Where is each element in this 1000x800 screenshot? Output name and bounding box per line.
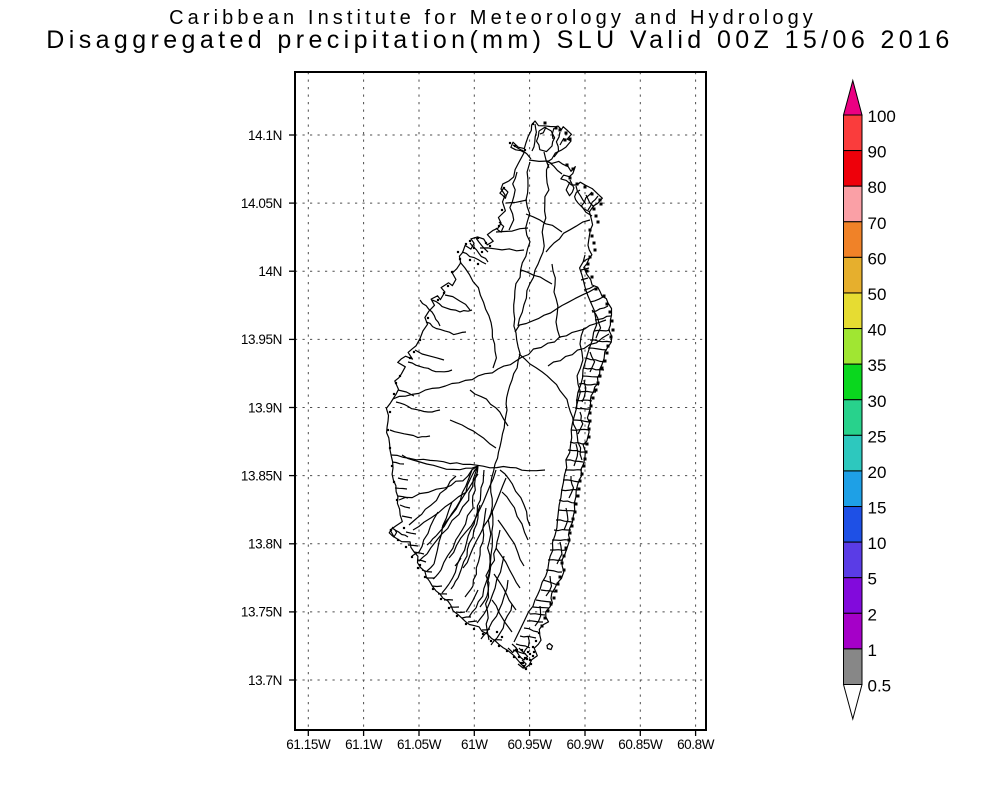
svg-text:80: 80 <box>868 178 887 197</box>
svg-text:100: 100 <box>868 107 896 126</box>
svg-text:15: 15 <box>868 499 887 518</box>
svg-text:1: 1 <box>868 641 877 660</box>
svg-text:Caribbean Institute for Meteor: Caribbean Institute for Meteorology and … <box>169 7 817 29</box>
svg-text:Disaggregated precipitation(mm: Disaggregated precipitation(mm) SLU Vali… <box>46 26 953 54</box>
svg-text:5: 5 <box>868 570 877 589</box>
svg-text:50: 50 <box>868 285 887 304</box>
svg-text:25: 25 <box>868 427 887 446</box>
svg-text:14.05N: 14.05N <box>241 196 282 211</box>
svg-text:13.95N: 13.95N <box>241 332 282 347</box>
svg-text:60: 60 <box>868 249 887 268</box>
svg-text:90: 90 <box>868 143 887 162</box>
svg-text:14.1N: 14.1N <box>248 128 282 143</box>
svg-text:13.9N: 13.9N <box>248 400 282 415</box>
svg-text:20: 20 <box>868 463 887 482</box>
svg-text:10: 10 <box>868 534 887 553</box>
svg-text:2: 2 <box>868 605 877 624</box>
svg-text:60.9W: 60.9W <box>566 737 604 752</box>
svg-text:14N: 14N <box>258 264 282 279</box>
svg-text:13.7N: 13.7N <box>248 673 282 688</box>
svg-text:30: 30 <box>868 392 887 411</box>
svg-text:0.5: 0.5 <box>868 677 892 696</box>
svg-text:60.8W: 60.8W <box>677 737 715 752</box>
svg-text:13.85N: 13.85N <box>241 468 282 483</box>
svg-text:61.15W: 61.15W <box>286 737 331 752</box>
svg-text:60.95W: 60.95W <box>508 737 553 752</box>
svg-text:40: 40 <box>868 321 887 340</box>
svg-text:61.05W: 61.05W <box>397 737 442 752</box>
svg-text:70: 70 <box>868 214 887 233</box>
svg-text:13.8N: 13.8N <box>248 537 282 552</box>
svg-text:61W: 61W <box>461 737 488 752</box>
svg-text:13.75N: 13.75N <box>241 605 282 620</box>
svg-text:60.85W: 60.85W <box>618 737 663 752</box>
svg-text:61.1W: 61.1W <box>345 737 383 752</box>
svg-text:35: 35 <box>868 356 887 375</box>
